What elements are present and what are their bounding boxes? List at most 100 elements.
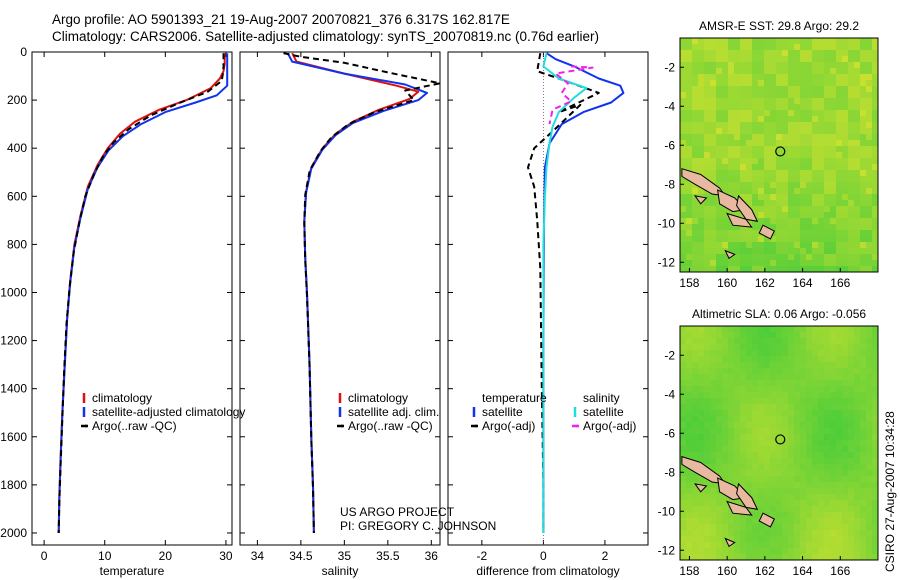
map-cell [740, 140, 747, 147]
map-cell [842, 230, 849, 237]
map-cell [788, 62, 795, 69]
map-cell [848, 254, 855, 261]
map-cell [836, 422, 843, 429]
map-cell [776, 482, 783, 489]
map-cell [686, 440, 693, 447]
map-cell [794, 362, 801, 369]
map-cell [854, 374, 861, 381]
map-cell [848, 176, 855, 183]
map-cell [734, 44, 741, 51]
map-cell [722, 548, 729, 555]
map-cell [866, 446, 873, 453]
map-cell [836, 230, 843, 237]
map-cell [848, 530, 855, 537]
map-cell [692, 110, 699, 117]
map-cell [794, 242, 801, 249]
map-cell [866, 116, 873, 123]
map-cell [776, 224, 783, 231]
map-cell [848, 206, 855, 213]
map-cell [800, 410, 807, 417]
map-cell [764, 530, 771, 537]
map-cell [866, 92, 873, 99]
map-cell [842, 164, 849, 171]
map-cell [686, 68, 693, 75]
map-cell [764, 464, 771, 471]
map-cell [812, 74, 819, 81]
map-cell [788, 338, 795, 345]
map-cell [722, 428, 729, 435]
map-cell [782, 74, 789, 81]
map-cell [872, 470, 879, 477]
map-cell [818, 188, 825, 195]
map-cell [740, 458, 747, 465]
map-cell [794, 170, 801, 177]
map-cell [854, 464, 861, 471]
map-cell [722, 260, 729, 267]
map-cell [812, 392, 819, 399]
island-4 [758, 224, 775, 240]
map-cell [680, 104, 687, 111]
map-cell [782, 506, 789, 513]
map-cell [758, 188, 765, 195]
map-cell [866, 440, 873, 447]
map-cell [734, 74, 741, 81]
map-cell [776, 404, 783, 411]
map-cell [716, 128, 723, 135]
map-cell [794, 392, 801, 399]
map-cell [806, 386, 813, 393]
map-cell [740, 542, 747, 549]
map-cell [848, 182, 855, 189]
map-cell [704, 458, 711, 465]
map-cell [854, 428, 861, 435]
map-cell [866, 506, 873, 513]
map-cell [758, 452, 765, 459]
map-cell [764, 422, 771, 429]
map-cell [782, 104, 789, 111]
map-cell [692, 392, 699, 399]
map-cell [848, 188, 855, 195]
map-cell [710, 236, 717, 243]
map-cell [872, 218, 879, 225]
map-cell [830, 338, 837, 345]
map-cell [830, 440, 837, 447]
map-cell [872, 200, 879, 207]
map-cell [854, 38, 861, 45]
map-cell [854, 536, 861, 543]
map-cell [704, 386, 711, 393]
map-cell [686, 488, 693, 495]
map-cell [734, 410, 741, 417]
map-cell [770, 440, 777, 447]
map-cell [854, 362, 861, 369]
map-cell [746, 242, 753, 249]
map-cell [746, 410, 753, 417]
map-cell [824, 242, 831, 249]
map-cell [848, 68, 855, 75]
map-cell [800, 440, 807, 447]
map-cell [818, 548, 825, 555]
map-cell [824, 86, 831, 93]
map-cell [752, 446, 759, 453]
map-cell [872, 56, 879, 63]
map-cell [860, 188, 867, 195]
map-cell [722, 440, 729, 447]
map-cell [818, 368, 825, 375]
map-cell [806, 194, 813, 201]
map-cell [782, 362, 789, 369]
map-cell [818, 170, 825, 177]
map-cell [776, 140, 783, 147]
map-cell [830, 254, 837, 261]
x-tick-label-temperature: 20 [159, 549, 173, 563]
map-cell [824, 158, 831, 165]
map-cell [716, 428, 723, 435]
map-cell [692, 56, 699, 63]
map-cell [704, 80, 711, 87]
map-cell [794, 188, 801, 195]
map-cell [680, 38, 687, 45]
map-cell [800, 38, 807, 45]
map-cell [680, 410, 687, 417]
map-cell [776, 524, 783, 531]
map-cell [722, 170, 729, 177]
map-cell [788, 56, 795, 63]
map-cell [812, 398, 819, 405]
map-cell [686, 404, 693, 411]
